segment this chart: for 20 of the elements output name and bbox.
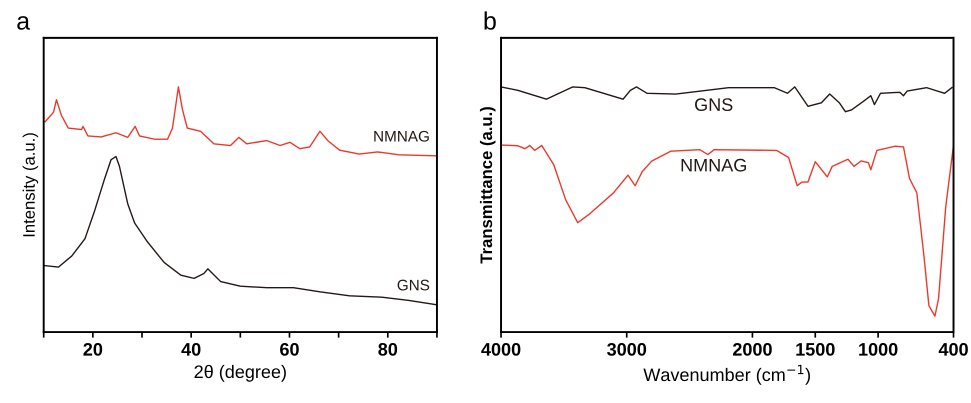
x-axis-title: Wavenumber (cm$^{−1}$) [643, 364, 810, 385]
x-tick-label: 80 [378, 342, 398, 356]
series-label: GNS [398, 280, 430, 290]
x-axis-title: 2θ (degree) [194, 364, 286, 382]
x-tick-label: 2000 [732, 342, 772, 356]
x-tick-label: 3000 [607, 342, 646, 356]
y-axis-title: Transmittance (a.u.) [480, 107, 496, 264]
chart-title: a [17, 16, 30, 30]
x-tick-label: 1000 [859, 342, 898, 356]
x-tick-label: 1500 [796, 342, 835, 356]
series-label: GNS [695, 98, 732, 112]
y-axis-title: Intensity (a.u.) [22, 133, 38, 236]
series-label: NMNAG [682, 158, 746, 172]
x-tick-label: 40 [181, 342, 200, 356]
x-tick-label: 400 [938, 342, 968, 356]
x-tick-label: 20 [83, 342, 102, 356]
chart-title: b [484, 11, 496, 30]
x-tick-label: 60 [280, 342, 299, 356]
x-tick-label: 4000 [481, 342, 520, 356]
series-label: NMNAG [374, 130, 429, 142]
